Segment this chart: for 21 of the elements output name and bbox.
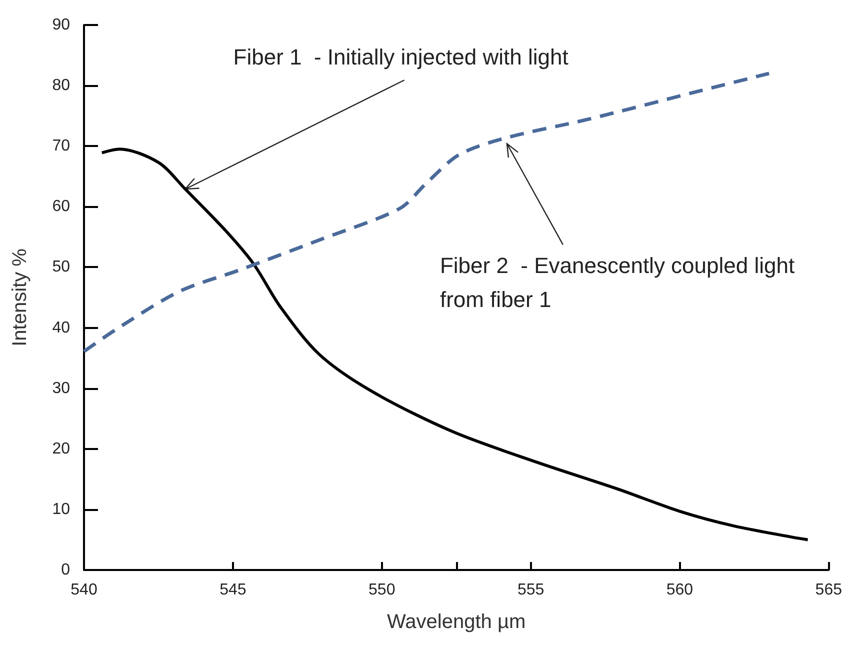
y-axis-title: Intensity % — [9, 248, 31, 346]
y-tick-label: 80 — [52, 77, 70, 94]
x-tick-label: 565 — [815, 582, 842, 598]
x-tick-label: 550 — [368, 582, 396, 598]
y-tick-label: 50 — [52, 258, 70, 276]
y-tick-label: 30 — [52, 380, 70, 397]
line-series — [100, 148, 810, 542]
y-tick-label: 20 — [52, 440, 70, 458]
annotation: Fiber 2 - Evanescently coupled light from fiber 1 — [440, 253, 801, 312]
annotation: Fiber 1 - Initially injected with light — [233, 44, 568, 70]
y-tick-label: 40 — [52, 319, 70, 336]
x-tick-label: 555 — [517, 582, 544, 598]
y-tick-label: 90 — [52, 16, 70, 34]
x-tick-label: 560 — [666, 582, 694, 598]
y-tick-label: 70 — [52, 138, 70, 155]
y-tick-label: 10 — [52, 500, 70, 518]
y-tick-label: 60 — [52, 198, 70, 216]
x-axis-title: Wavelength µm — [387, 611, 526, 633]
x-tick-label: 540 — [70, 582, 98, 598]
y-tick-label: 0 — [61, 562, 70, 578]
x-tick-label: 545 — [220, 582, 246, 598]
